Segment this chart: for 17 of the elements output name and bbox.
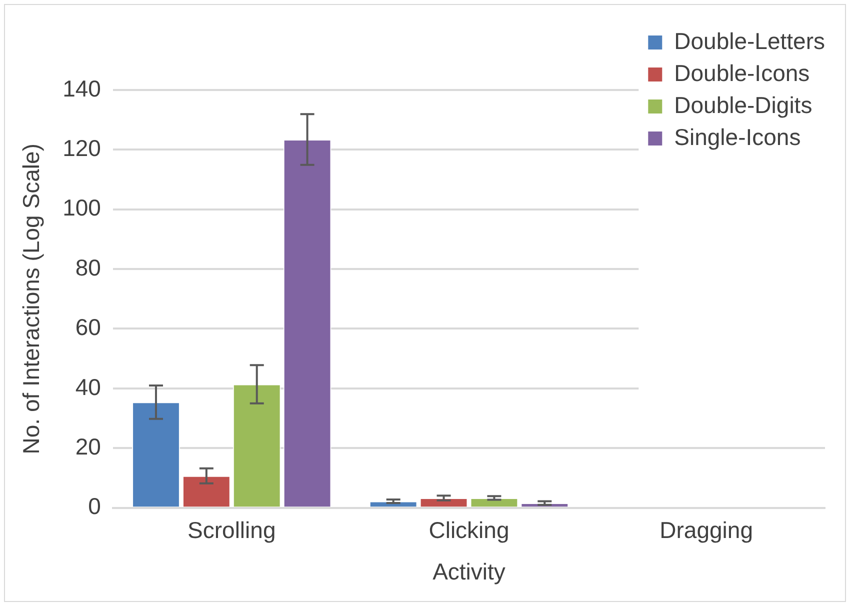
y-tick-label: 0 xyxy=(88,493,101,520)
legend-label: Double-Digits xyxy=(674,92,812,118)
y-tick-label: 20 xyxy=(75,433,101,460)
x-tick-label: Scrolling xyxy=(188,516,276,543)
legend-label: Single-Icons xyxy=(674,124,801,150)
x-axis-title: Activity xyxy=(432,558,506,585)
y-tick-label: 80 xyxy=(75,254,101,280)
y-tick-label: 40 xyxy=(75,374,101,400)
y-tick-label: 120 xyxy=(62,135,101,162)
y-tick-label: 60 xyxy=(75,314,101,340)
y-tick-label: 100 xyxy=(62,194,101,221)
legend-label: Double-Letters xyxy=(674,28,825,54)
x-tick-label: Dragging xyxy=(660,516,753,543)
legend-label: Double-Icons xyxy=(674,60,810,86)
y-axis-title: No. of Interactions (Log Scale) xyxy=(18,144,44,454)
x-tick-label: Clicking xyxy=(428,516,510,543)
y-tick-label: 140 xyxy=(62,75,101,102)
